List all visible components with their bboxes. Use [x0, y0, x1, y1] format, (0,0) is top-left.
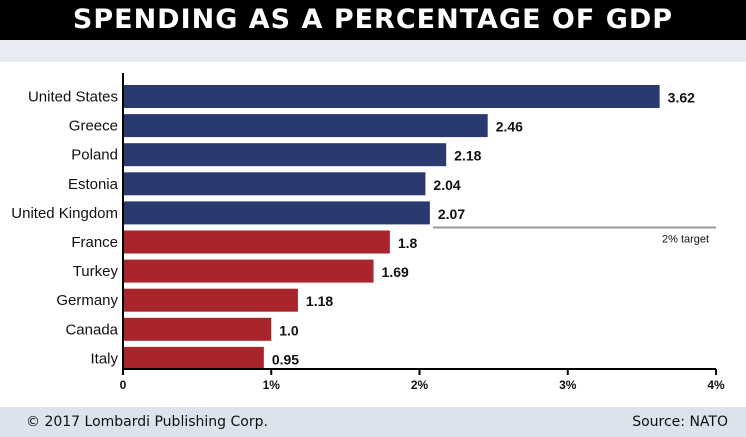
- bar-poland: [123, 143, 447, 167]
- x-tick-label-2: 2%: [411, 378, 429, 392]
- bars-group: [123, 85, 660, 370]
- x-tick-label-0: 0: [120, 378, 127, 392]
- title-band: [0, 40, 746, 62]
- copyright-text: © 2017 Lombardi Publishing Corp.: [26, 414, 268, 430]
- category-label-united-kingdom: United Kingdom: [11, 205, 118, 222]
- target-line-label: 2% target: [662, 234, 709, 246]
- value-label-italy: 0.95: [272, 351, 299, 367]
- bar-united-kingdom: [123, 201, 430, 225]
- x-tick-label-4: 4%: [707, 378, 725, 392]
- bar-chart: United States 3.62 Greece 2.46 Poland 2.18 Est…: [11, 73, 725, 392]
- value-label-poland: 2.18: [454, 148, 481, 164]
- chart-title: SPENDING AS A PERCENTAGE OF GDP: [0, 0, 746, 40]
- labels-group: United States 3.62 Greece 2.46 Poland 2.18 Est…: [11, 89, 695, 368]
- bar-turkey: [123, 259, 374, 283]
- category-label-italy: Italy: [90, 350, 118, 367]
- value-label-france: 1.8: [398, 235, 418, 251]
- category-label-canada: Canada: [65, 321, 118, 338]
- category-label-united-states: United States: [28, 89, 118, 106]
- value-label-canada: 1.0: [279, 322, 299, 338]
- bar-france: [123, 230, 390, 254]
- bar-canada: [123, 317, 272, 341]
- category-label-germany: Germany: [56, 292, 118, 309]
- category-label-turkey: Turkey: [73, 263, 119, 280]
- x-tick-label-3: 3%: [559, 378, 577, 392]
- category-label-estonia: Estonia: [68, 176, 119, 193]
- bar-united-states: [123, 85, 660, 108]
- footer: © 2017 Lombardi Publishing Corp. Source:…: [0, 407, 746, 437]
- value-label-greece: 2.46: [496, 119, 523, 135]
- value-label-estonia: 2.04: [433, 177, 460, 193]
- bar-italy: [123, 346, 264, 370]
- category-label-greece: Greece: [69, 118, 118, 135]
- source-text: Source: NATO: [632, 414, 728, 430]
- value-label-united-states: 3.62: [668, 90, 695, 106]
- category-label-poland: Poland: [71, 147, 118, 164]
- value-label-united-kingdom: 2.07: [438, 206, 465, 222]
- x-tick-label-1: 1%: [263, 378, 281, 392]
- bar-greece: [123, 114, 488, 138]
- bar-germany: [123, 288, 298, 312]
- value-label-germany: 1.18: [306, 293, 333, 309]
- bar-estonia: [123, 172, 426, 196]
- category-label-france: France: [71, 234, 118, 251]
- value-label-turkey: 1.69: [382, 264, 409, 280]
